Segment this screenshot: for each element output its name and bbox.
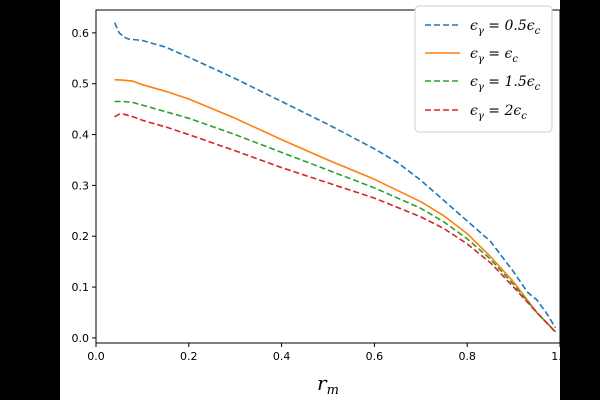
x-tick-label-0: 0.0 (87, 350, 105, 363)
y-tick-label-5: 0.5 (72, 78, 90, 91)
y-tick-label-3: 0.3 (72, 179, 90, 192)
legend-box (414, 5, 553, 133)
y-tick-label-4: 0.4 (72, 129, 90, 142)
axes-frame (95, 9, 561, 344)
series-line-2 (114, 100, 556, 333)
series-line-3 (114, 113, 556, 333)
legend-label-0: ϵγ = 0.5ϵc (470, 18, 541, 37)
y-tick-label-2: 0.2 (72, 230, 90, 243)
x-tick-label-2: 0.4 (273, 350, 291, 363)
y-axis: 0.0 0.1 0.2 0.3 0.4 0.5 0.6 (72, 27, 96, 345)
legend-label-3: ϵγ = 2ϵc (470, 103, 527, 122)
y-tick-label-1: 0.1 (72, 281, 90, 294)
y-tick-label-6: 0.6 (72, 27, 90, 40)
x-tick-label-4: 0.8 (458, 350, 476, 363)
plot-area (113, 22, 557, 333)
y-tick-label-0: 0.0 (72, 332, 90, 345)
legend: ϵγ = 0.5ϵc ϵγ = ϵc ϵγ = 1.5ϵc ϵγ = 2ϵc (414, 5, 553, 133)
x-tick-label-3: 0.6 (366, 350, 384, 363)
legend-label-2: ϵγ = 1.5ϵc (470, 74, 541, 93)
y-axis-label: ψn(rm, z = Hgap) (27, 102, 51, 251)
x-axis: 0.0 0.2 0.4 0.6 0.8 1.0 (87, 343, 569, 363)
x-tick-label-5: 1.0 (551, 350, 569, 363)
series-line-0 (113, 22, 557, 329)
series-line-1 (114, 78, 556, 333)
x-tick-label-1: 0.2 (180, 350, 198, 363)
